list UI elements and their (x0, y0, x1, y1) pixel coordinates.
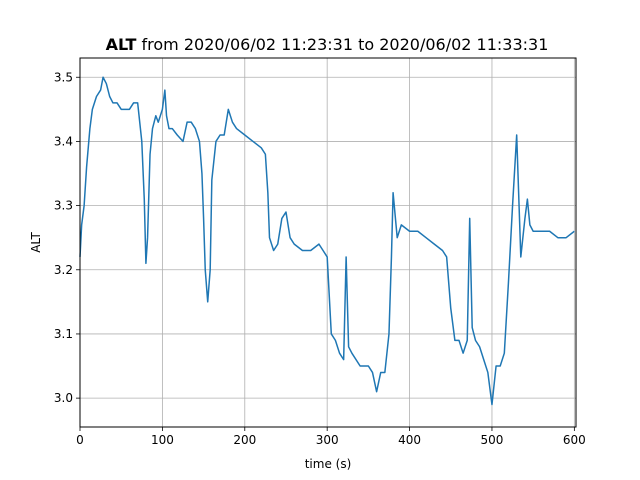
x-axis-label: time (s) (305, 457, 352, 471)
x-tick-label: 600 (563, 433, 586, 447)
series-layer (79, 76, 575, 406)
x-tick-label: 200 (233, 433, 256, 447)
x-tick-label: 300 (316, 433, 339, 447)
chart-title-bold: ALT (106, 35, 137, 54)
y-tick-label: 3.5 (54, 70, 73, 84)
x-tick-label: 100 (151, 433, 174, 447)
chart-title-rest: from 2020/06/02 11:23:31 to 2020/06/02 1… (136, 35, 548, 54)
plot-frame (79, 57, 577, 428)
x-tick-label: 500 (481, 433, 504, 447)
x-tick-label: 400 (398, 433, 421, 447)
y-tick-label: 3.2 (54, 263, 73, 277)
x-tick-label: 0 (76, 433, 84, 447)
grid-lines (79, 58, 576, 427)
alt-series-line (79, 76, 575, 406)
ticks: 0 100 200 300 400 500 600 3.0 3.1 3.2 3.3 3.4 3.5 (54, 70, 586, 447)
y-tick-label: 3.4 (54, 134, 73, 148)
y-tick-label: 3.0 (54, 391, 73, 405)
y-tick-label: 3.3 (54, 199, 73, 213)
y-axis-label: ALT (29, 232, 43, 253)
y-tick-label: 3.1 (54, 327, 73, 341)
chart-title: ALT from 2020/06/02 11:23:31 to 2020/06/… (106, 35, 549, 54)
